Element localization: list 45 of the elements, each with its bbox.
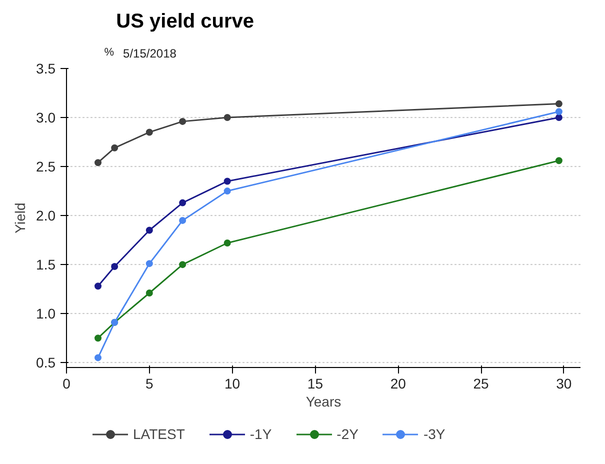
point <box>224 188 231 195</box>
x-tick-label: 20 <box>390 376 406 392</box>
point <box>111 263 118 270</box>
legend-label: -1Y <box>250 426 272 442</box>
point <box>94 334 102 342</box>
legend-label: -2Y <box>336 426 358 442</box>
point <box>146 290 153 296</box>
point <box>179 261 186 268</box>
x-tick-label: 10 <box>224 376 240 392</box>
point <box>179 199 186 206</box>
legend-label: LATEST <box>133 426 185 442</box>
x-tick-label: 25 <box>473 376 490 392</box>
y-tick-label: 3.5 <box>36 60 56 76</box>
point <box>179 118 186 125</box>
text: % <box>104 46 114 58</box>
point <box>94 354 102 362</box>
chart-title: US yield curve <box>116 10 254 32</box>
y-tick-label: 0.5 <box>36 354 56 371</box>
y-tick-label: 1.5 <box>36 256 56 273</box>
point <box>555 108 562 116</box>
x-tick-label: 5 <box>146 376 154 392</box>
y-tick-label: 1.0 <box>36 306 56 322</box>
point <box>224 240 231 246</box>
x-tick-label: 15 <box>307 376 324 392</box>
x-tick-label: 30 <box>556 376 572 392</box>
point <box>146 226 153 234</box>
legend-label: -3Y <box>423 426 446 442</box>
y-axis-title: Yield <box>12 202 28 234</box>
y-tick-label: 3.0 <box>36 110 56 126</box>
x-tick-label: 0 <box>62 376 71 392</box>
point <box>224 114 231 122</box>
point <box>111 144 118 152</box>
point <box>94 282 102 290</box>
point <box>179 216 186 224</box>
point <box>94 159 102 166</box>
point <box>224 178 231 185</box>
point <box>555 114 562 122</box>
x-axis-title: Years <box>306 394 342 410</box>
y-tick-label: 2.5 <box>36 158 56 175</box>
chart-subtitle: 5/15/2018 <box>123 46 177 60</box>
point <box>146 260 153 268</box>
point <box>555 157 562 164</box>
y-tick-label: 2.0 <box>36 208 56 224</box>
point <box>555 100 562 108</box>
point <box>146 128 153 136</box>
